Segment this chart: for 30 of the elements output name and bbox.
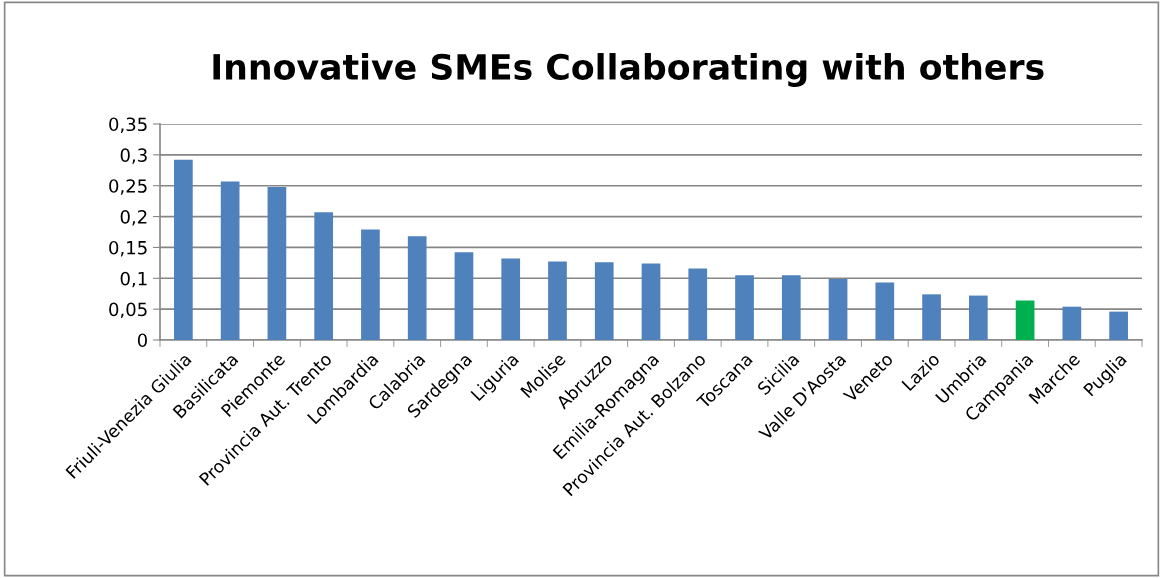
bar bbox=[174, 159, 193, 340]
y-tick-label: 0,1 bbox=[120, 271, 147, 288]
y-tick-label: 0,35 bbox=[109, 117, 147, 133]
bar bbox=[454, 252, 474, 340]
bar bbox=[314, 212, 334, 340]
chart-title: Innovative SMEs Collaborating with others bbox=[213, 53, 1044, 87]
bar bbox=[1109, 311, 1128, 340]
bar bbox=[735, 275, 754, 340]
bar bbox=[828, 278, 848, 340]
y-tick-label: 0,15 bbox=[109, 240, 147, 257]
bar bbox=[688, 268, 708, 340]
bar bbox=[548, 261, 567, 340]
y-tick-label: 0,3 bbox=[120, 148, 147, 164]
bar bbox=[781, 275, 801, 340]
bar bbox=[361, 229, 380, 340]
y-tick-label: 0,25 bbox=[109, 179, 147, 195]
bar bbox=[1015, 300, 1035, 340]
bar bbox=[641, 263, 661, 340]
bar bbox=[1062, 306, 1082, 340]
bar bbox=[220, 181, 240, 340]
y-tick-label: 0 bbox=[137, 333, 147, 348]
bar bbox=[407, 236, 427, 340]
bar bbox=[501, 258, 521, 340]
bar bbox=[267, 186, 287, 340]
bar bbox=[594, 262, 614, 340]
bar bbox=[875, 282, 895, 340]
y-tick-label: 0,05 bbox=[109, 302, 147, 319]
bar bbox=[922, 294, 941, 340]
y-tick-label: 0,2 bbox=[120, 210, 147, 226]
bar bbox=[968, 295, 988, 340]
